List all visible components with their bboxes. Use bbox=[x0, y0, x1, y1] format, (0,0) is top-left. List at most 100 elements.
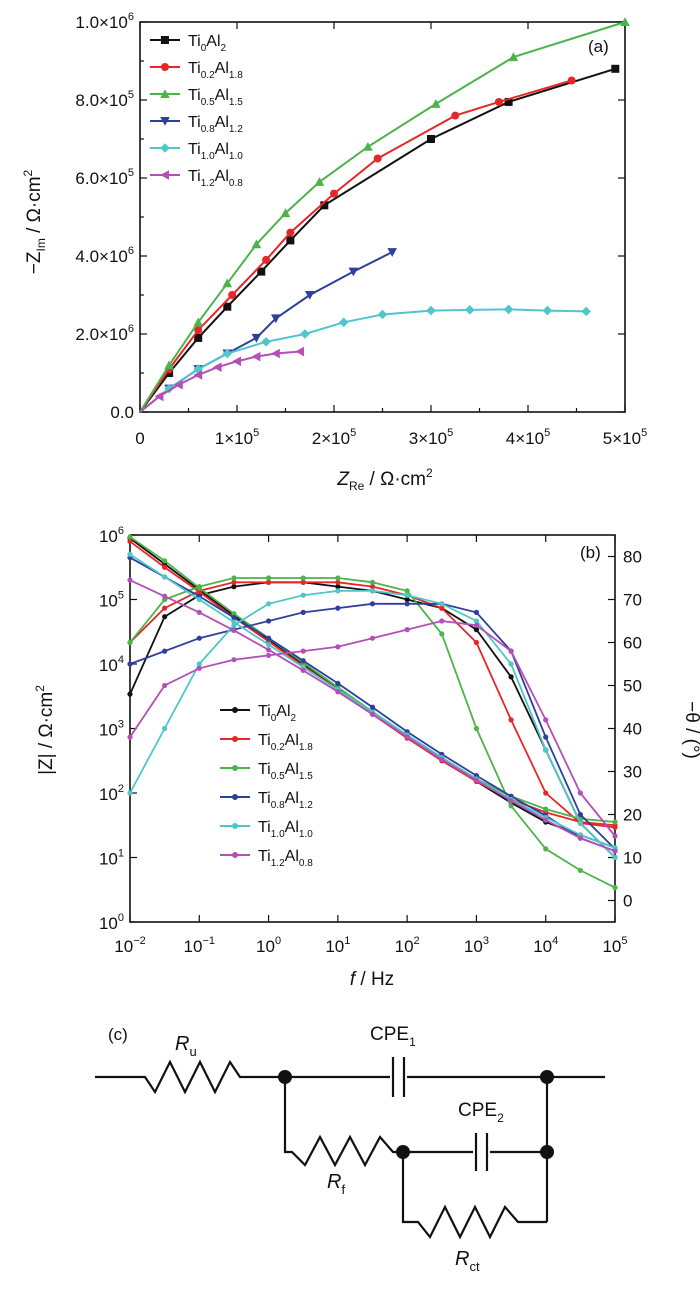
nyquist-point bbox=[377, 309, 388, 320]
bode-right-axis-label: −θ / (°) bbox=[681, 701, 700, 759]
nyquist-point bbox=[320, 201, 329, 210]
node-4 bbox=[540, 1145, 554, 1159]
nyquist-point bbox=[465, 305, 475, 315]
bode-phase-point bbox=[127, 790, 133, 796]
legend-label-base: Ti bbox=[258, 703, 271, 720]
bode-series-Ti1.2Al0.8 bbox=[127, 577, 618, 854]
bode-phase-point bbox=[300, 579, 306, 585]
bode-phase-point bbox=[369, 601, 376, 607]
x-tick-label-exponent: 5 bbox=[253, 427, 259, 439]
bode-theta-tick-label: 80 bbox=[623, 548, 642, 567]
bode-phase-point bbox=[543, 790, 549, 796]
bode-phase-point bbox=[612, 885, 618, 891]
bode-impedance-point bbox=[265, 647, 272, 653]
bode-phase-point bbox=[231, 584, 237, 590]
x-tick-label-mantissa: 4×10 bbox=[506, 429, 544, 448]
nyquist-line bbox=[139, 350, 301, 413]
bode-y-tick-label: 104 bbox=[99, 654, 124, 675]
panel-a-label: (a) bbox=[588, 37, 609, 56]
resistor-rct bbox=[401, 1152, 547, 1240]
nyquist-point bbox=[300, 329, 310, 339]
bode-phase-point bbox=[543, 717, 549, 723]
bode-phase-point bbox=[335, 644, 341, 650]
resistor-ru bbox=[95, 1059, 285, 1095]
bode-x-tick-label: 102 bbox=[395, 935, 420, 956]
nyquist-point bbox=[223, 302, 232, 311]
bode-y-tick-label-mantissa: 10 bbox=[99, 656, 118, 675]
bode-x-tick-label-mantissa: 10 bbox=[602, 937, 621, 956]
bode-impedance-point bbox=[127, 577, 133, 583]
bode-x-tick-label-exponent: 1 bbox=[344, 935, 350, 947]
nyquist-point bbox=[251, 351, 261, 362]
y-tick-label-mantissa: 6.0×10 bbox=[75, 169, 127, 188]
y-tick-label: 2.0×106 bbox=[75, 323, 134, 344]
bode-x-tick-label-exponent: 3 bbox=[483, 935, 489, 947]
legend-label: Ti1.0Al1.0 bbox=[258, 819, 313, 840]
bode-phase-point bbox=[473, 622, 480, 628]
x-label-unit: / Ω·cm bbox=[364, 469, 426, 490]
bode-phase-point bbox=[265, 652, 272, 659]
y-tick-label: 8.0×105 bbox=[75, 89, 134, 110]
legend-label-sub2: 1.5 bbox=[299, 771, 313, 782]
legend-label-base: Ti bbox=[188, 168, 201, 185]
x-tick-label: 1×105 bbox=[215, 427, 259, 448]
bode-impedance-point bbox=[265, 635, 272, 641]
bode-x-label-unit: / Hz bbox=[355, 969, 394, 990]
nyquist-point bbox=[304, 291, 315, 300]
legend-label-sub2: 1.0 bbox=[299, 829, 313, 840]
bode-impedance-point bbox=[162, 564, 168, 570]
bode-phase-point bbox=[127, 661, 133, 667]
y-tick-label: 6.0×105 bbox=[75, 167, 134, 188]
bode-x-tick-label: 104 bbox=[533, 935, 558, 956]
x-tick-label-mantissa: 5×10 bbox=[603, 429, 641, 448]
legend-label-sub2: 1.2 bbox=[299, 800, 313, 811]
legend-label: Ti0.5Al1.5 bbox=[188, 87, 243, 108]
bode-theta-tick-label: 30 bbox=[623, 763, 642, 782]
bode-phase-point bbox=[196, 661, 202, 667]
bode-phase-point bbox=[508, 648, 514, 654]
bode-phase-point bbox=[473, 609, 480, 616]
bode-y-tick-label-mantissa: 10 bbox=[99, 914, 118, 933]
bode-impedance-point bbox=[612, 819, 618, 825]
legend-label-mid: Al bbox=[285, 848, 299, 865]
bode-phase-point bbox=[577, 820, 583, 826]
legend-label-sub1: 0.2 bbox=[201, 70, 215, 81]
bode-y-tick-label-exponent: 2 bbox=[118, 783, 124, 795]
bode-impedance-point bbox=[300, 667, 306, 674]
bode-x-tick-label-exponent: 2 bbox=[414, 935, 420, 947]
bode-impedance-point bbox=[543, 817, 549, 823]
legend-label: Ti0.2Al1.8 bbox=[188, 60, 243, 81]
bode-x-axis-label: f / Hz bbox=[350, 969, 394, 990]
bode-ticks: 10−2 10−1 100 101 102 103 104 10510010110210310… bbox=[99, 525, 642, 956]
nyquist-point bbox=[295, 346, 305, 357]
y-tick-label-mantissa: 4.0×10 bbox=[75, 247, 127, 266]
y-label-unit: / Ω·cm bbox=[24, 176, 45, 238]
legend-label-mid: Al bbox=[276, 703, 290, 720]
bode-impedance-point bbox=[162, 574, 168, 580]
nyquist-point bbox=[228, 291, 237, 299]
bode-phase-point bbox=[369, 579, 376, 585]
nyquist-point bbox=[451, 111, 460, 120]
legend-label: Ti0Al2 bbox=[258, 703, 297, 724]
bode-phase-point bbox=[127, 691, 133, 697]
bode-x-tick-label-exponent: 4 bbox=[552, 935, 558, 947]
bode-phase-point bbox=[335, 579, 341, 585]
y-label-sub: Im bbox=[34, 238, 48, 251]
label-rf-sub: f bbox=[341, 1182, 345, 1197]
legend-marker bbox=[232, 765, 238, 771]
bode-x-tick-label-mantissa: 10 bbox=[464, 937, 483, 956]
nyquist-series-Ti0.2Al1.8 bbox=[139, 76, 576, 413]
nyquist-point bbox=[494, 97, 503, 106]
nyquist-point bbox=[348, 267, 359, 277]
bode-phase-point bbox=[300, 648, 306, 654]
bode-x-tick-label-exponent: −2 bbox=[133, 935, 146, 947]
bode-y-tick-label: 105 bbox=[99, 590, 124, 611]
bode-impedance-point bbox=[127, 534, 133, 540]
bode-impedance-point bbox=[439, 756, 445, 763]
x-tick-label-exponent: 5 bbox=[641, 427, 647, 439]
nyquist-ticks: 0 1×105 2×105 3×105 4×105 5×1050.02.0×1064.0×… bbox=[75, 11, 647, 448]
legend-marker bbox=[232, 823, 238, 829]
equivalent-circuit: (c) Ru CPE1 CPE2 Rf Rct bbox=[95, 1024, 605, 1274]
legend-label-base: Ti bbox=[188, 141, 201, 158]
